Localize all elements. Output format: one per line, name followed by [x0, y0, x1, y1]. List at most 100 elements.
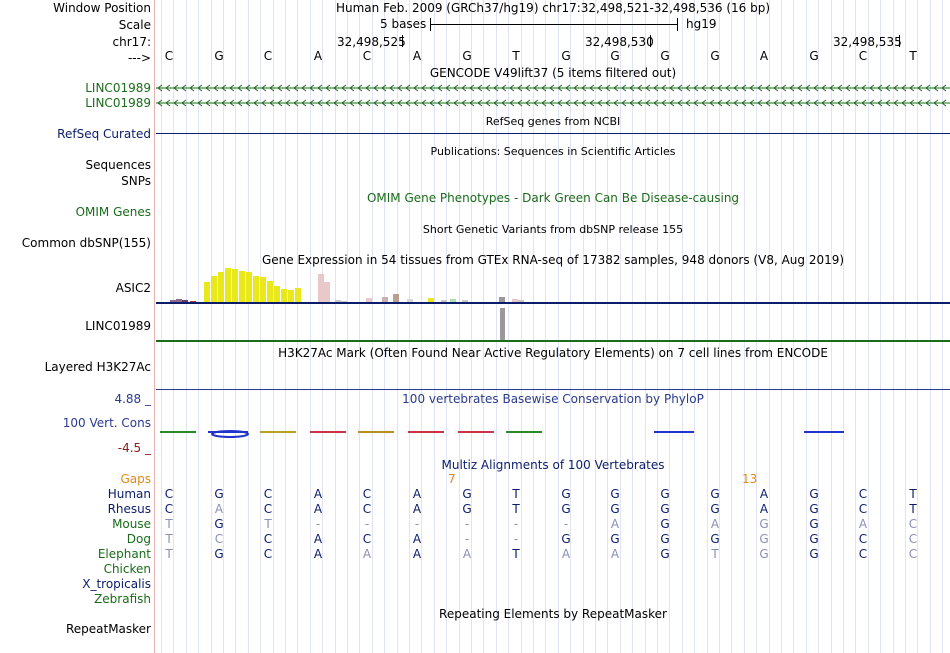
reference-base: A	[313, 49, 323, 63]
reference-base: G	[809, 49, 819, 63]
gtex-tissue-bar	[335, 300, 341, 302]
alignment-base: -	[513, 517, 519, 531]
gtex-expression-chart[interactable]	[156, 266, 950, 342]
phylop-max-label: 4.88 _	[114, 392, 151, 406]
gencode-item-label-2[interactable]: LINC01989	[85, 96, 151, 110]
omim-label[interactable]: OMIM Genes	[75, 205, 151, 219]
strand-arrow	[893, 99, 899, 107]
gencode-gene-models[interactable]	[156, 80, 950, 112]
strand-arrow	[789, 84, 795, 92]
gtex-tissue-bar	[462, 300, 468, 302]
gridline	[322, 0, 323, 653]
strand-arrow	[877, 84, 883, 92]
sequences-label[interactable]: Sequences	[85, 158, 151, 172]
scale-bases-label: 5 bases	[380, 17, 427, 31]
strand-arrow	[797, 84, 803, 92]
gtex-tissue-bar	[450, 299, 456, 302]
strand-arrow	[789, 99, 795, 107]
h3k27ac-label[interactable]: Layered H3K27Ac	[44, 360, 151, 374]
strand-arrow	[749, 99, 755, 107]
strand-arrow	[621, 99, 627, 107]
strand-arrow	[717, 99, 723, 107]
gtex-tissue-bar	[324, 282, 330, 302]
alignment-base: C	[858, 487, 868, 501]
species-label-rhesus: Rhesus	[107, 502, 151, 516]
gridline	[930, 0, 931, 653]
gtex-tissue-bar	[253, 276, 259, 302]
gridline	[421, 0, 422, 653]
gtex-gene-label-linc01989[interactable]: LINC01989	[85, 319, 151, 333]
strand-arrow	[853, 99, 859, 107]
gtex-tissue-bar	[393, 294, 399, 302]
dbsnp-label[interactable]: Common dbSNP(155)	[21, 236, 151, 250]
alignment-base: T	[909, 502, 917, 516]
alignment-base: A	[412, 532, 422, 546]
gridline	[843, 0, 844, 653]
gridline	[297, 0, 298, 653]
strand-arrow	[269, 99, 275, 107]
gridline	[273, 0, 274, 653]
strand-arrow	[741, 84, 747, 92]
alignment-base: G	[809, 502, 819, 516]
refseq-label[interactable]: RefSeq Curated	[57, 127, 151, 141]
alignment-base: A	[412, 547, 422, 561]
phylop-label[interactable]: 100 Vert. Cons	[62, 416, 151, 430]
strand-arrow	[573, 84, 579, 92]
strand-arrow	[717, 84, 723, 92]
gtex-tissue-bar	[499, 297, 505, 302]
strand-arrow	[733, 99, 739, 107]
gridline	[223, 0, 224, 653]
gridline	[645, 0, 646, 653]
strand-arrow	[613, 84, 619, 92]
gtex-gene-label-asic2[interactable]: ASIC2	[115, 281, 151, 295]
alignment-base: A	[610, 547, 620, 561]
strand-arrow	[461, 99, 467, 107]
strand-arrow	[357, 99, 363, 107]
alignment-base: C	[908, 532, 918, 546]
strand-arrow	[501, 99, 507, 107]
publications-track-title: Publications: Sequences in Scientific Ar…	[430, 145, 676, 158]
gtex-tissue-bar	[295, 288, 301, 302]
scale-bar	[430, 24, 678, 25]
refseq-track-title: RefSeq genes from NCBI	[485, 115, 621, 128]
gtex-tissue-bar	[274, 286, 280, 302]
alignment-base: G	[710, 532, 720, 546]
strand-arrow	[293, 99, 299, 107]
gtex-linc01989-bar	[500, 308, 505, 340]
alignment-base: C	[362, 502, 372, 516]
strand-arrow	[925, 84, 931, 92]
phylop-wiggle[interactable]	[156, 420, 950, 450]
gridline	[446, 0, 447, 653]
refseq-gene-line[interactable]	[156, 133, 950, 134]
repeatmasker-label[interactable]: RepeatMasker	[65, 622, 151, 636]
alignment-base: G	[660, 487, 670, 501]
alignment-base: G	[710, 502, 720, 516]
strand-arrow	[253, 99, 259, 107]
gridline	[583, 0, 584, 653]
track-image-area[interactable]: Human Feb. 2009 (GRCh37/hg19) chr17:32,4…	[156, 0, 950, 653]
species-label-mouse: Mouse	[112, 517, 151, 531]
position-tick-3	[899, 35, 900, 47]
strand-arrow	[509, 99, 515, 107]
reference-base: A	[759, 49, 769, 63]
strand-arrow	[765, 99, 771, 107]
strand-arrow	[229, 99, 235, 107]
gtex-tissue-bar	[281, 289, 287, 302]
strand-arrow	[477, 84, 483, 92]
gencode-item-label-1[interactable]: LINC01989	[85, 81, 151, 95]
strand-arrow	[637, 99, 643, 107]
gtex-tissue-bar	[239, 271, 245, 302]
gridline	[905, 0, 906, 653]
alignment-base: G	[610, 532, 620, 546]
strand-arrow	[389, 84, 395, 92]
gtex-tissue-bar	[190, 301, 196, 302]
gridline	[508, 0, 509, 653]
alignment-base: G	[759, 532, 769, 546]
snps-label[interactable]: SNPs	[121, 174, 151, 188]
strand-arrow	[901, 99, 907, 107]
strand-arrow	[541, 99, 547, 107]
strand-arrow	[421, 84, 427, 92]
strand-arrow	[517, 84, 523, 92]
reference-base: G	[462, 49, 472, 63]
strand-arrow	[757, 99, 763, 107]
